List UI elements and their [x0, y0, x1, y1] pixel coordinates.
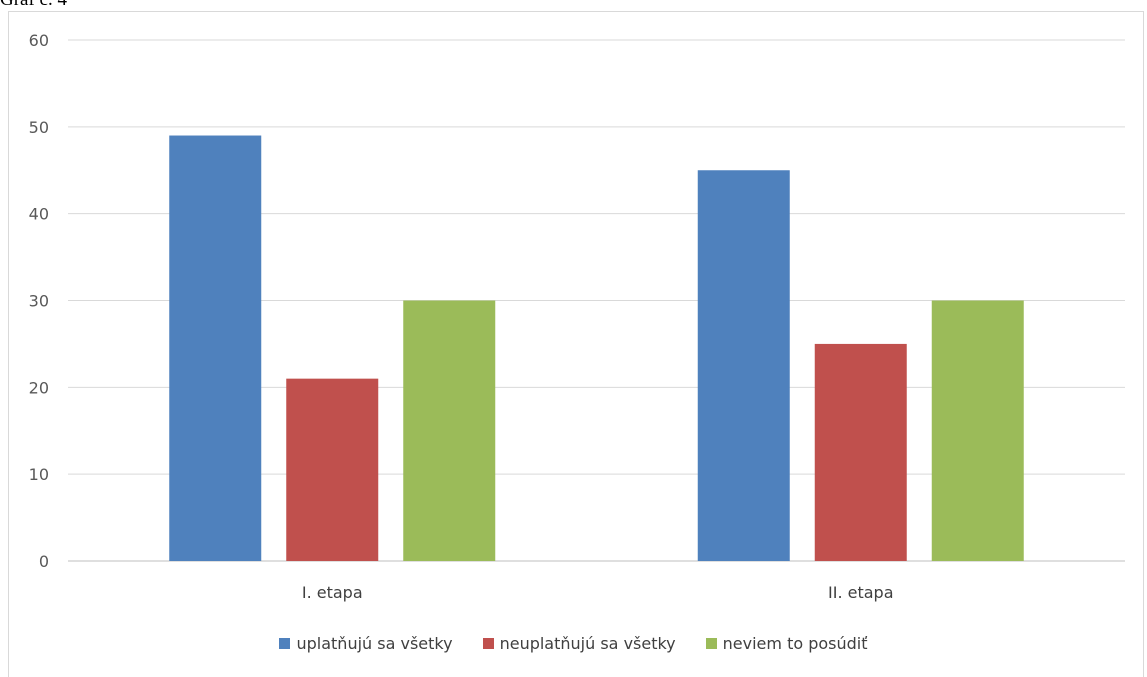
bar-1-2: [286, 378, 379, 561]
category-label: II. etapa: [828, 583, 894, 602]
y-tick-label: 60: [29, 31, 49, 50]
legend-item: uplatňujú sa všetky: [279, 634, 453, 653]
category-label: I. etapa: [302, 583, 363, 602]
y-tick-label: 10: [29, 465, 49, 484]
bar-1-1: [169, 135, 262, 561]
y-tick-label: 30: [29, 292, 49, 311]
bar-2-2: [814, 343, 907, 561]
bar-1-3: [403, 300, 496, 561]
y-tick-label: 50: [29, 118, 49, 137]
x-axis-labels: I. etapa II. etapa: [302, 583, 894, 602]
legend: uplatňujú sa všetky neuplatňujú sa všetky…: [0, 634, 1147, 653]
bars: [169, 135, 1024, 561]
bar-2-1: [697, 170, 790, 561]
legend-label: neviem to posúdiť: [722, 634, 868, 653]
legend-swatch: [705, 638, 717, 649]
y-tick-label: 20: [29, 378, 49, 397]
y-axis-ticks: 0 10 20 30 40 50 60: [29, 31, 49, 571]
legend-swatch: [279, 638, 291, 649]
legend-label: uplatňujú sa všetky: [296, 634, 453, 653]
legend-item: neviem to posúdiť: [705, 634, 868, 653]
legend-label: neuplatňujú sa všetky: [499, 634, 676, 653]
legend-item: neuplatňujú sa všetky: [482, 634, 676, 653]
legend-swatch: [482, 638, 494, 649]
y-tick-label: 0: [39, 552, 49, 571]
bar-2-3: [931, 300, 1024, 561]
chart-caption: Graf č. 4: [0, 0, 67, 11]
y-tick-label: 40: [29, 205, 49, 224]
